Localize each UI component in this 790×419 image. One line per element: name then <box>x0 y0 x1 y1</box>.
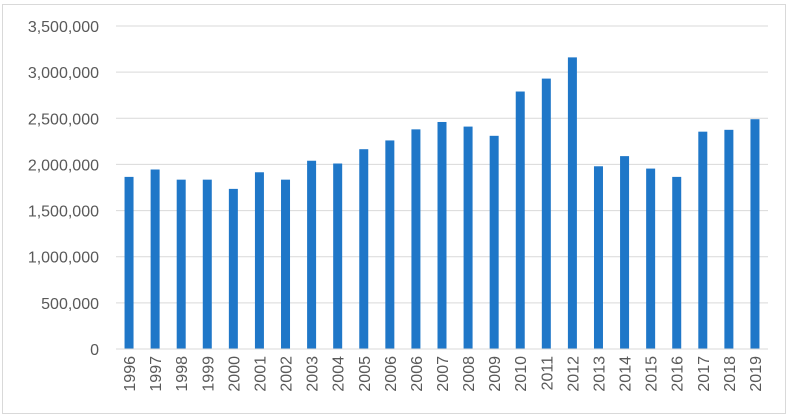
bar <box>124 176 134 349</box>
x-axis-ticks: 1996 1997 1998 1999 2000 2001 2002 2003 2004 2005… <box>122 356 765 392</box>
bar <box>385 140 395 349</box>
bar <box>228 188 238 349</box>
y-tick-label: 2,500,000 <box>28 111 99 128</box>
x-tick-label: 2008 <box>461 356 478 392</box>
gridlines <box>116 25 768 304</box>
x-tick-label: 2006 <box>409 356 426 392</box>
x-tick-label: 2007 <box>435 356 452 392</box>
bars <box>124 57 760 350</box>
x-tick-label: 2019 <box>748 356 765 392</box>
y-tick-label: 0 <box>90 342 99 359</box>
x-tick-label: 1997 <box>148 356 165 392</box>
bar <box>150 169 160 349</box>
bar <box>489 135 499 349</box>
bar <box>359 149 369 349</box>
x-tick-label: 2006 <box>383 356 400 392</box>
x-tick-label: 2003 <box>305 356 322 392</box>
bar <box>254 172 264 349</box>
bar <box>463 126 473 349</box>
bar <box>515 91 525 349</box>
x-tick-label: 2011 <box>539 356 556 391</box>
bar <box>281 179 291 349</box>
bar <box>176 179 186 349</box>
x-tick-label: 2005 <box>357 356 374 392</box>
x-tick-label: 2015 <box>644 356 661 392</box>
bar <box>307 160 317 349</box>
x-tick-label: 2016 <box>670 356 687 392</box>
y-tick-label: 1,500,000 <box>28 204 99 221</box>
x-tick-label: 2014 <box>618 356 635 392</box>
y-axis-ticks: 0 500,000 1,000,000 1,500,000 2,000,000 2,500… <box>28 19 99 359</box>
x-tick-label: 2004 <box>331 356 348 392</box>
x-tick-label: 1998 <box>174 356 191 392</box>
bar <box>646 168 656 349</box>
x-tick-label: 2017 <box>696 356 713 392</box>
x-tick-label: 2013 <box>591 356 608 392</box>
bar <box>593 166 603 349</box>
y-tick-label: 2,000,000 <box>28 157 99 174</box>
y-tick-label: 1,000,000 <box>28 250 99 267</box>
bar <box>750 119 760 349</box>
x-tick-label: 2002 <box>279 356 296 392</box>
x-tick-label: 2018 <box>722 356 739 392</box>
x-tick-label: 2001 <box>252 356 269 392</box>
y-tick-label: 500,000 <box>41 296 99 313</box>
bar <box>620 156 630 349</box>
y-tick-label: 3,500,000 <box>28 19 99 36</box>
x-tick-label: 2012 <box>565 356 582 392</box>
bar <box>672 176 682 349</box>
bar <box>567 57 577 350</box>
x-tick-label: 1996 <box>122 356 139 392</box>
x-tick-label: 1999 <box>200 356 217 392</box>
bar <box>541 78 551 350</box>
bar <box>724 129 734 349</box>
bar <box>411 129 421 349</box>
y-tick-label: 3,000,000 <box>28 65 99 82</box>
x-tick-label: 2000 <box>226 356 243 392</box>
bar <box>202 179 212 349</box>
x-tick-label: 2009 <box>487 356 504 392</box>
bar <box>437 121 447 349</box>
bar <box>333 163 343 349</box>
x-tick-label: 2010 <box>513 356 530 392</box>
bar <box>698 131 708 349</box>
